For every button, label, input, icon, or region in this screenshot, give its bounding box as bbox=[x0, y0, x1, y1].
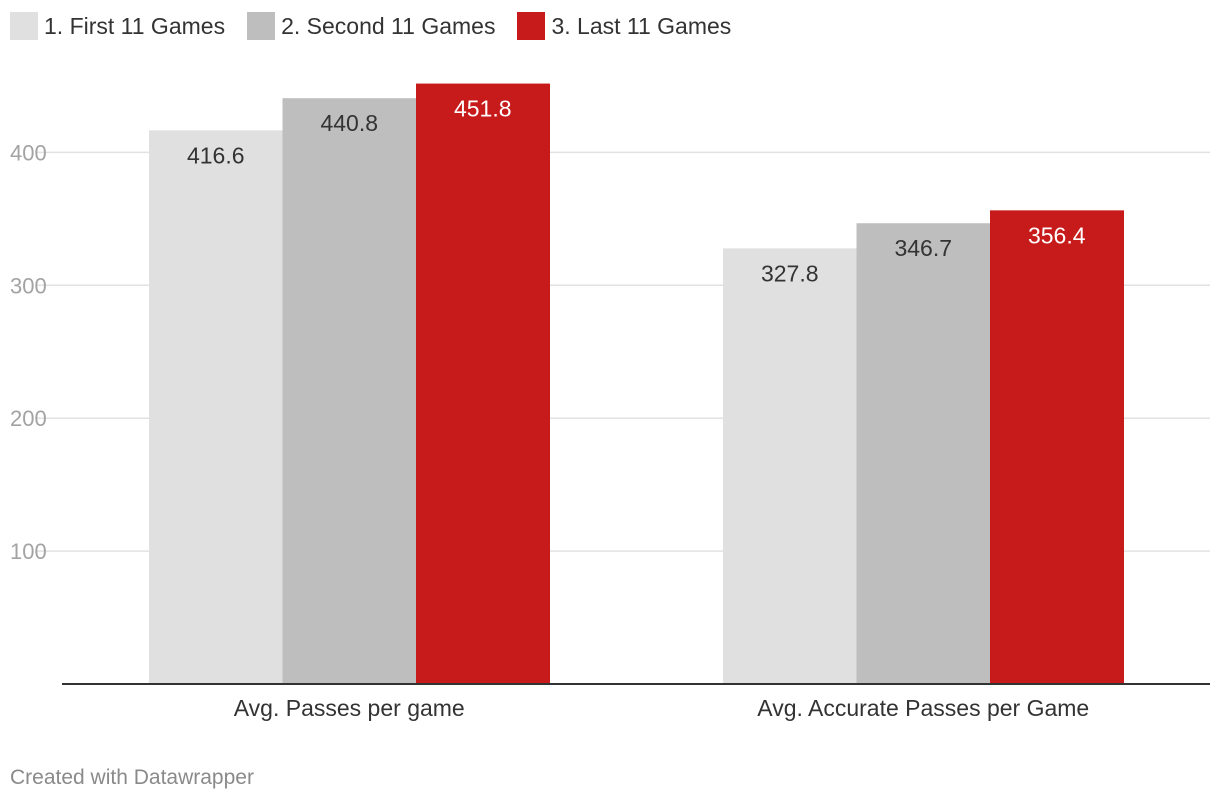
legend-swatch-second-11 bbox=[247, 12, 276, 40]
bar-passes-last-11 bbox=[416, 83, 550, 684]
x-category-label-passes: Avg. Passes per game bbox=[234, 695, 465, 721]
data-label-passes-last-11: 451.8 bbox=[454, 96, 512, 122]
data-label-accurate-first-11: 327.8 bbox=[761, 260, 819, 286]
legend-label-second-11: 2. Second 11 Games bbox=[281, 12, 496, 39]
bar-accurate-last-11 bbox=[990, 210, 1124, 684]
y-tick-label-200: 200 bbox=[10, 406, 47, 431]
footer-credit: Created with Datawrapper bbox=[10, 766, 254, 789]
data-label-accurate-last-11: 356.4 bbox=[1028, 222, 1086, 248]
legend-item-last-11: 3. Last 11 Games bbox=[517, 12, 731, 40]
legend: 1. First 11 Games 2. Second 11 Games 3. … bbox=[10, 12, 753, 40]
data-label-accurate-second-11: 346.7 bbox=[894, 235, 952, 261]
y-tick-label-400: 400 bbox=[10, 140, 47, 165]
x-category-label-accurate: Avg. Accurate Passes per Game bbox=[757, 695, 1089, 721]
legend-swatch-first-11 bbox=[10, 12, 38, 40]
bar-accurate-second-11 bbox=[856, 223, 991, 684]
legend-label-first-11: 1. First 11 Games bbox=[44, 12, 226, 39]
bar-accurate-first-11 bbox=[723, 248, 857, 684]
legend-item-second-11: 2. Second 11 Games bbox=[247, 12, 495, 40]
legend-item-first-11: 1. First 11 Games bbox=[10, 12, 225, 40]
data-label-passes-second-11: 440.8 bbox=[320, 110, 378, 136]
legend-swatch-last-11 bbox=[517, 12, 546, 40]
data-label-passes-first-11: 416.6 bbox=[187, 142, 245, 168]
bar-passes-first-11 bbox=[149, 130, 283, 684]
y-tick-label-100: 100 bbox=[10, 539, 47, 564]
bar-passes-second-11 bbox=[282, 98, 417, 684]
legend-label-last-11: 3. Last 11 Games bbox=[551, 12, 732, 39]
y-tick-label-300: 300 bbox=[10, 273, 47, 298]
